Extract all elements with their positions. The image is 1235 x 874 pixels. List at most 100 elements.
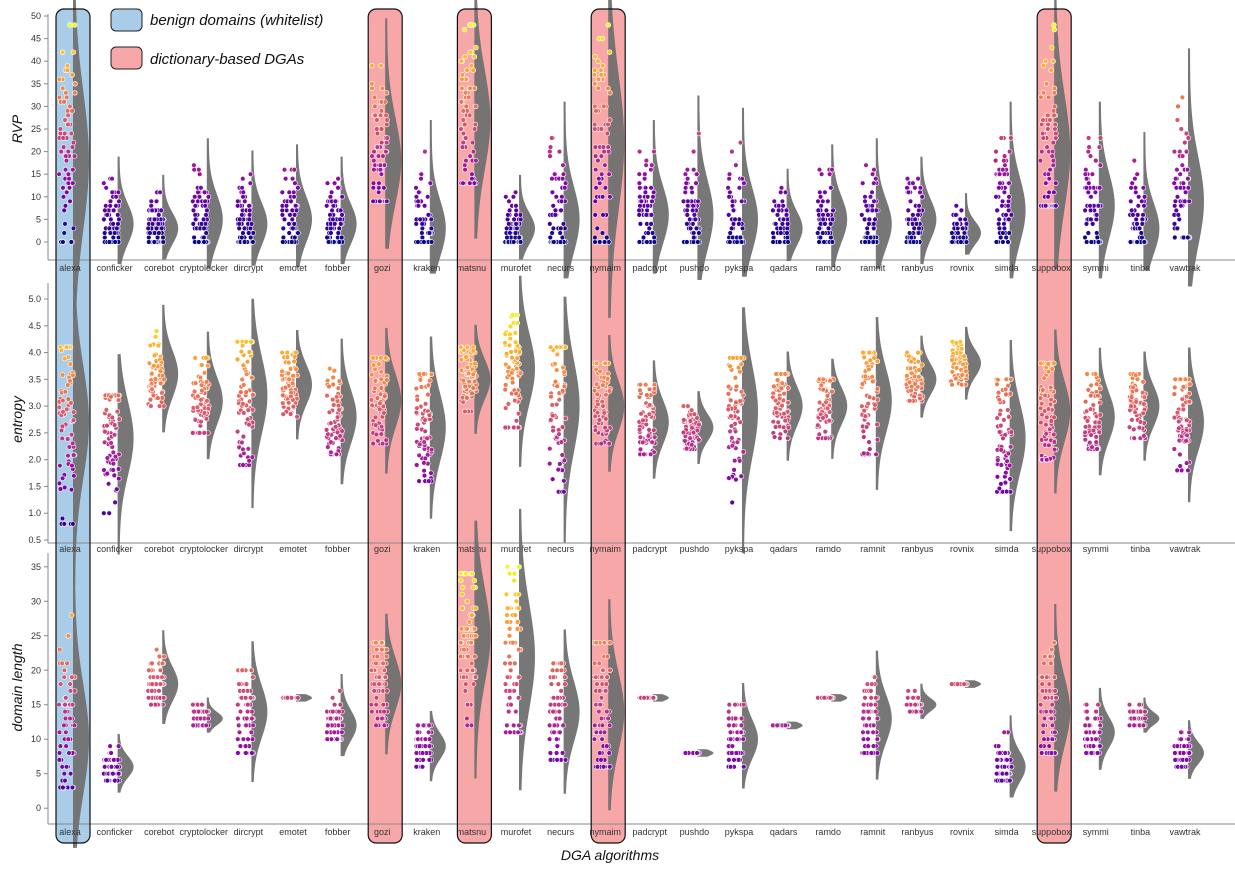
data-point: [294, 367, 299, 372]
data-point: [1129, 404, 1134, 409]
data-point: [242, 240, 247, 245]
data-point: [152, 217, 157, 222]
data-point: [1053, 122, 1058, 127]
data-point: [514, 222, 519, 227]
data-point: [290, 381, 295, 386]
data-point: [64, 95, 69, 100]
data-point: [1172, 235, 1177, 240]
data-point: [291, 226, 296, 231]
x-tick-label-fobber: fobber: [325, 263, 351, 273]
data-point: [281, 412, 286, 417]
data-point: [652, 235, 657, 240]
data-point: [733, 375, 738, 380]
data-point: [739, 240, 744, 245]
data-point: [728, 190, 733, 195]
data-point: [116, 398, 121, 403]
data-point: [1001, 436, 1006, 441]
data-point: [419, 176, 424, 181]
data-point: [650, 199, 655, 204]
data-point: [458, 571, 463, 576]
x-tick-label-gozi: gozi: [374, 263, 391, 273]
data-point: [917, 208, 922, 213]
data-point: [109, 764, 114, 769]
data-point: [107, 511, 112, 516]
data-point: [70, 109, 75, 114]
data-point: [905, 185, 910, 190]
data-point: [280, 393, 285, 398]
data-point: [70, 463, 75, 468]
data-point: [512, 661, 517, 666]
data-point: [597, 240, 602, 245]
data-point: [328, 421, 333, 426]
data-point: [1046, 95, 1051, 100]
data-point: [380, 647, 385, 652]
data-point: [419, 385, 424, 390]
data-point: [562, 458, 567, 463]
data-point: [1005, 459, 1010, 464]
data-point: [1184, 418, 1189, 423]
data-point: [461, 675, 466, 680]
data-point: [785, 222, 790, 227]
data-point: [727, 758, 732, 763]
data-point: [693, 217, 698, 222]
data-point: [1178, 464, 1183, 469]
data-point: [376, 185, 381, 190]
data-point: [690, 190, 695, 195]
data-point: [292, 355, 297, 360]
data-point: [64, 190, 69, 195]
data-point: [511, 723, 516, 728]
data-point: [471, 68, 476, 73]
data-point: [204, 416, 209, 421]
data-point: [385, 118, 390, 123]
data-point: [959, 240, 964, 245]
data-point: [69, 240, 74, 245]
data-point: [68, 23, 73, 28]
data-point: [156, 213, 161, 218]
data-point: [776, 203, 781, 208]
data-point: [69, 432, 74, 437]
data-point: [63, 702, 68, 707]
data-point: [70, 702, 75, 707]
data-point: [1090, 222, 1095, 227]
data-point: [1172, 447, 1177, 452]
data-point: [421, 758, 426, 763]
data-point: [473, 104, 478, 109]
data-point: [195, 405, 200, 410]
data-point: [58, 487, 63, 492]
data-point: [740, 176, 745, 181]
data-point: [108, 199, 113, 204]
data-point: [607, 723, 612, 728]
data-point: [1086, 190, 1091, 195]
data-point: [907, 398, 912, 403]
data-point: [732, 468, 737, 473]
data-point: [281, 226, 286, 231]
data-point: [551, 661, 556, 666]
data-point: [104, 408, 109, 413]
data-point: [732, 458, 737, 463]
data-point: [692, 412, 697, 417]
data-point: [820, 231, 825, 236]
data-point: [415, 730, 420, 735]
data-point: [1090, 445, 1095, 450]
data-point: [150, 682, 155, 687]
data-point: [505, 217, 510, 222]
data-point: [146, 235, 151, 240]
x-tick-label-vawtrak: vawtrak: [1169, 544, 1201, 554]
data-point: [605, 675, 610, 680]
data-point: [861, 429, 866, 434]
data-point: [860, 382, 865, 387]
data-point: [913, 382, 918, 387]
data-point: [504, 592, 509, 597]
data-point: [158, 369, 163, 374]
data-point: [597, 661, 602, 666]
x-tick-label-conficker: conficker: [97, 827, 133, 837]
data-point: [66, 453, 71, 458]
data-point: [599, 695, 604, 700]
data-point: [243, 695, 248, 700]
data-point: [471, 585, 476, 590]
data-point: [908, 366, 913, 371]
data-point: [250, 751, 255, 756]
data-point: [57, 751, 62, 756]
data-point: [637, 240, 642, 245]
data-point: [867, 367, 872, 372]
